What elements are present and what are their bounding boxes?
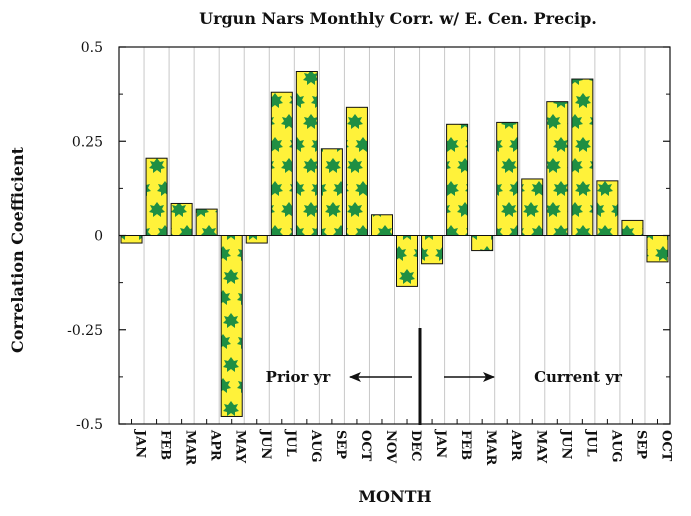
bar	[646, 235, 669, 263]
bar	[370, 214, 393, 236]
x-tick-label: JUN	[258, 429, 273, 459]
bar	[571, 78, 594, 236]
x-tick-label: MAR	[183, 430, 198, 465]
bar	[345, 106, 368, 236]
bar	[270, 91, 293, 236]
bar	[145, 157, 168, 236]
x-tick-label: DEC	[408, 430, 423, 462]
x-tick-label: JAN	[133, 429, 148, 458]
x-tick-label: OCT	[658, 430, 673, 462]
y-tick-label: 0	[94, 229, 103, 245]
x-tick-label: OCT	[358, 430, 373, 462]
x-tick-label: AUG	[308, 429, 323, 463]
bar	[546, 101, 569, 237]
current-year-label: Current yr	[534, 368, 623, 386]
y-axis-label: Correlation Coefficient	[8, 146, 27, 353]
bar	[596, 180, 619, 237]
x-tick-label: JUL	[283, 429, 298, 457]
y-tick-label: -0.25	[67, 323, 103, 339]
x-tick-label: APR	[508, 429, 523, 461]
x-tick-label: JAN	[433, 429, 448, 458]
bar	[396, 235, 419, 287]
bar	[295, 71, 318, 236]
x-tick-label: SEP	[633, 430, 648, 459]
x-tick-label: JUL	[583, 429, 598, 457]
y-tick-label: 0.5	[81, 40, 103, 56]
x-axis-label: MONTH	[358, 487, 431, 506]
bar	[220, 235, 243, 417]
x-axis-ticks: JAN FEB MAR APR MAY JUN JUL AUG SEP OCT NOV DEC JAN F…	[131, 419, 673, 465]
y-axis-ticks: -0.5 -0.25 0 0.25 0.5	[67, 40, 670, 433]
bar	[245, 235, 268, 244]
bar	[195, 208, 218, 236]
x-tick-label: AUG	[608, 429, 623, 463]
bar	[120, 235, 143, 244]
bar-series	[120, 71, 669, 417]
bar	[446, 123, 469, 236]
bar	[170, 202, 193, 236]
bar	[421, 235, 444, 265]
prior-year-label: Prior yr	[266, 368, 332, 386]
bar	[621, 219, 644, 236]
x-tick-label: NOV	[383, 430, 398, 464]
x-tick-label: MAY	[533, 430, 548, 464]
x-tick-label: FEB	[158, 430, 173, 460]
x-tick-label: MAR	[483, 430, 498, 465]
x-tick-label: FEB	[458, 430, 473, 460]
x-tick-label: APR	[208, 429, 223, 461]
chart-title: Urgun Nars Monthly Corr. w/ E. Cen. Prec…	[199, 9, 597, 28]
x-tick-label: MAY	[233, 430, 248, 464]
bar	[471, 235, 494, 252]
y-tick-label: -0.5	[76, 417, 103, 433]
bar	[496, 121, 519, 236]
bar	[521, 178, 544, 236]
bar	[320, 148, 343, 236]
x-tick-label: JUN	[558, 429, 573, 459]
x-tick-label: SEP	[333, 430, 348, 459]
y-tick-label: 0.25	[72, 134, 103, 150]
